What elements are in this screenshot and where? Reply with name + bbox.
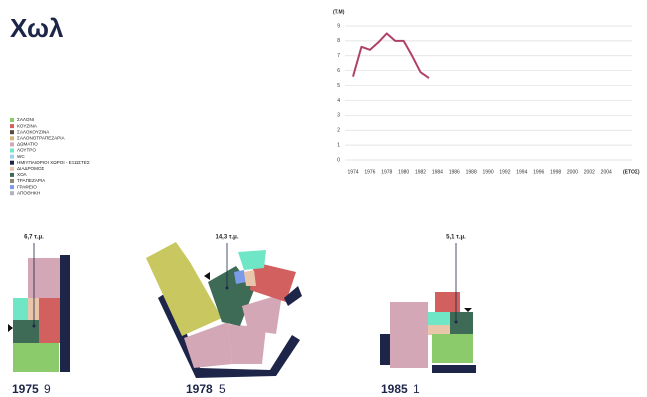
legend-label: ΧΟΛ [17, 172, 28, 177]
legend-label: ΔΩΜΑΤΙΟ [17, 142, 38, 147]
y-tick-label: 1 [337, 142, 340, 148]
x-tick-label: 1988 [466, 169, 477, 175]
plan-code: 9 [44, 382, 51, 396]
x-tick-label: 1998 [550, 169, 561, 175]
y-tick-label: 9 [337, 23, 340, 29]
legend-swatch [10, 118, 14, 122]
legend-label: ΑΠΟΘΗΚΗ [17, 190, 40, 195]
floor-plan [8, 243, 70, 372]
x-tick-label: 1994 [516, 169, 527, 175]
line-chart: (T.M) (ΕΤΟΣ) 0 1 2 3 4 5 6 7 8 9 1974 1976 1978 1980 198… [333, 9, 640, 175]
legend-swatch [10, 179, 14, 183]
y-tick-label: 3 [337, 113, 340, 119]
legend-swatch [10, 160, 14, 165]
legend-label: ΗΜΙΥΠΑΙΘΡΙΟΙ ΧΩΡΟΙ - ΕΞΩΣΤΕΣ [17, 160, 90, 165]
floor-plan [380, 243, 476, 373]
legend-swatch [10, 166, 14, 171]
legend-swatch [10, 191, 14, 196]
area-label: 14,3 τ.μ. [215, 235, 238, 241]
x-tick-label: 1982 [415, 169, 426, 175]
floor-plan [146, 242, 302, 378]
legend-swatch [10, 136, 14, 141]
y-tick-label: 2 [337, 128, 340, 134]
legend-swatch [10, 148, 14, 153]
x-tick-label: 1984 [432, 169, 443, 175]
x-tick-label: 1974 [347, 169, 358, 175]
plan-labels: 6,7 τ.μ. 14,3 τ.μ. 5,1 τ.μ. 1975 9 1978 … [12, 235, 466, 397]
y-tick-label: 8 [337, 38, 340, 44]
x-tick-label: 1976 [364, 169, 375, 175]
legend-label: ΔΙΑΔΡΟΜΟΣ [17, 166, 45, 171]
plan-code: 5 [219, 382, 226, 396]
plan-year: 1975 [12, 382, 39, 396]
y-tick-label: 4 [337, 98, 340, 104]
y-tick-label: 6 [337, 68, 340, 74]
y-tick-label: 7 [337, 53, 340, 59]
legend-label: ΣΑΛΟΝΟΤΡΑΠΕΖΑΡΙΑ [17, 136, 66, 141]
legend-label: ΛΟΥΤΡΟ [17, 148, 36, 153]
legend-label: ΓΡΑΦΕΙΟ [17, 184, 37, 189]
area-label: 6,7 τ.μ. [24, 235, 44, 241]
legend-swatch [10, 185, 14, 190]
legend-swatch [10, 142, 14, 147]
x-tick-label: 1990 [482, 169, 493, 175]
legend-swatch [10, 172, 14, 177]
plan-year: 1978 [186, 382, 213, 396]
legend-label: ΚΟΥΖΙΝΑ [17, 123, 38, 128]
plan-code: 1 [413, 382, 420, 396]
x-tick-label: 1996 [533, 169, 544, 175]
legend-swatch [10, 154, 14, 159]
x-tick-label: 2000 [567, 169, 578, 175]
legend-label: WC [17, 154, 25, 159]
x-axis-label: (ΕΤΟΣ) [623, 169, 640, 175]
x-tick-label: 1992 [499, 169, 510, 175]
legend-label: ΣΑΛΟΚΟΥΖΙΝΑ [17, 129, 50, 134]
area-label: 5,1 τ.μ. [446, 235, 466, 241]
page-title: Χωλ [10, 13, 64, 43]
plan-year: 1985 [381, 382, 408, 396]
x-tick-label: 1980 [398, 169, 409, 175]
y-axis-label: (T.M) [333, 9, 345, 15]
line-series [352, 32, 430, 79]
legend-label: ΤΡΑΠΕΖΑΡΙΑ [17, 178, 46, 183]
x-tick-label: 2004 [601, 169, 612, 175]
legend-label: ΣΑΛΟΝΙ [17, 117, 34, 122]
legend-swatch [10, 130, 14, 135]
y-tick-label: 5 [337, 83, 340, 89]
x-tick-label: 2002 [584, 169, 595, 175]
y-tick-label: 0 [337, 157, 340, 163]
x-tick-label: 1978 [381, 169, 392, 175]
x-tick-label: 1986 [449, 169, 460, 175]
legend-swatch [10, 124, 14, 129]
